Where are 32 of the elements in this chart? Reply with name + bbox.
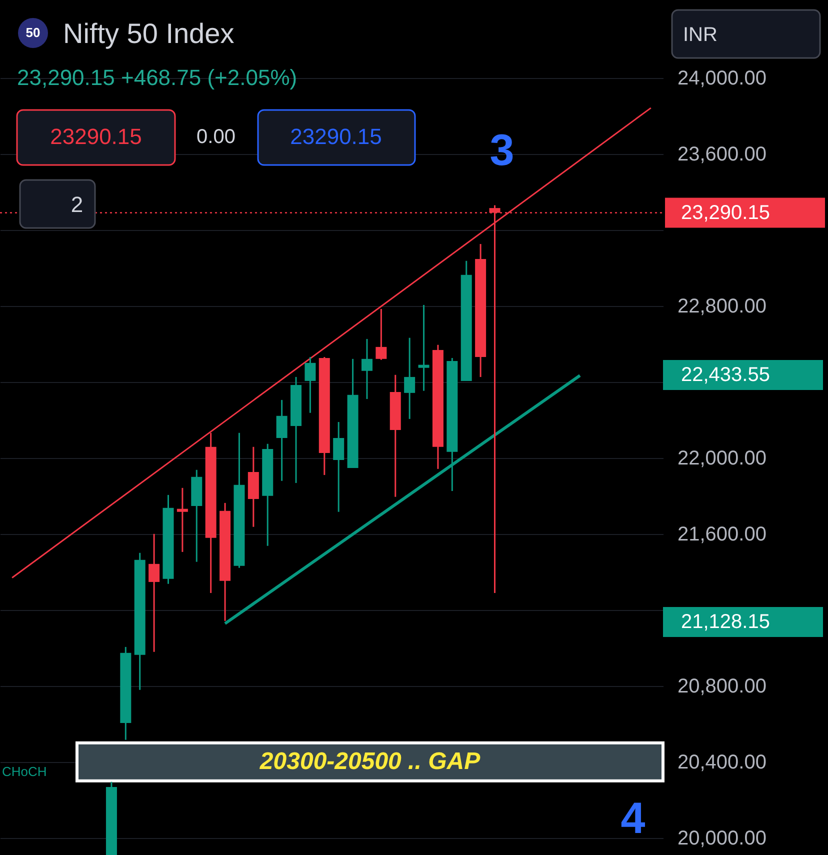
annotation: 2 [70, 192, 84, 217]
candlestick [361, 338, 372, 400]
y-tick-label: 24,000.00 [678, 67, 766, 90]
y-tick-label: 21,600.00 [678, 523, 766, 546]
annotation: 23290.15 [290, 124, 382, 149]
text: 22,433.55 [681, 364, 770, 386]
y-tick-label: 20,000.00 [678, 827, 766, 850]
band-label: 20300-20500 .. GAP [258, 748, 482, 775]
candlestick [304, 356, 316, 414]
candlestick [404, 337, 416, 420]
y-tick-label: 22,000.00 [678, 447, 766, 470]
ref-line-label: 23,290.15 [681, 202, 770, 224]
annotation: 0.00 [196, 126, 236, 148]
candlestick [148, 533, 160, 653]
annotation: 23290.15 [50, 124, 142, 149]
text: 23,290.15 +468.75 (+2.05%) [17, 65, 298, 90]
text: INR [683, 24, 718, 46]
y-tick-label: 20,400.00 [678, 751, 766, 774]
candlestick [376, 308, 387, 361]
candlestick [176, 487, 188, 553]
y-tick-label: 20,800.00 [678, 675, 766, 698]
candlestick [276, 399, 288, 482]
candlestick [333, 421, 344, 513]
y-tick-label: 23,600.00 [678, 143, 766, 166]
text: 21,128.15 [681, 611, 770, 633]
candlestick [418, 304, 430, 392]
annotation: CHoCH [2, 764, 47, 779]
y-tick-label: 22,800.00 [678, 295, 766, 318]
annotation: 3 [490, 126, 514, 175]
text: Nifty 50 Index [63, 18, 234, 49]
annotation: 4 [620, 794, 646, 843]
annotation: 50 [26, 25, 40, 40]
